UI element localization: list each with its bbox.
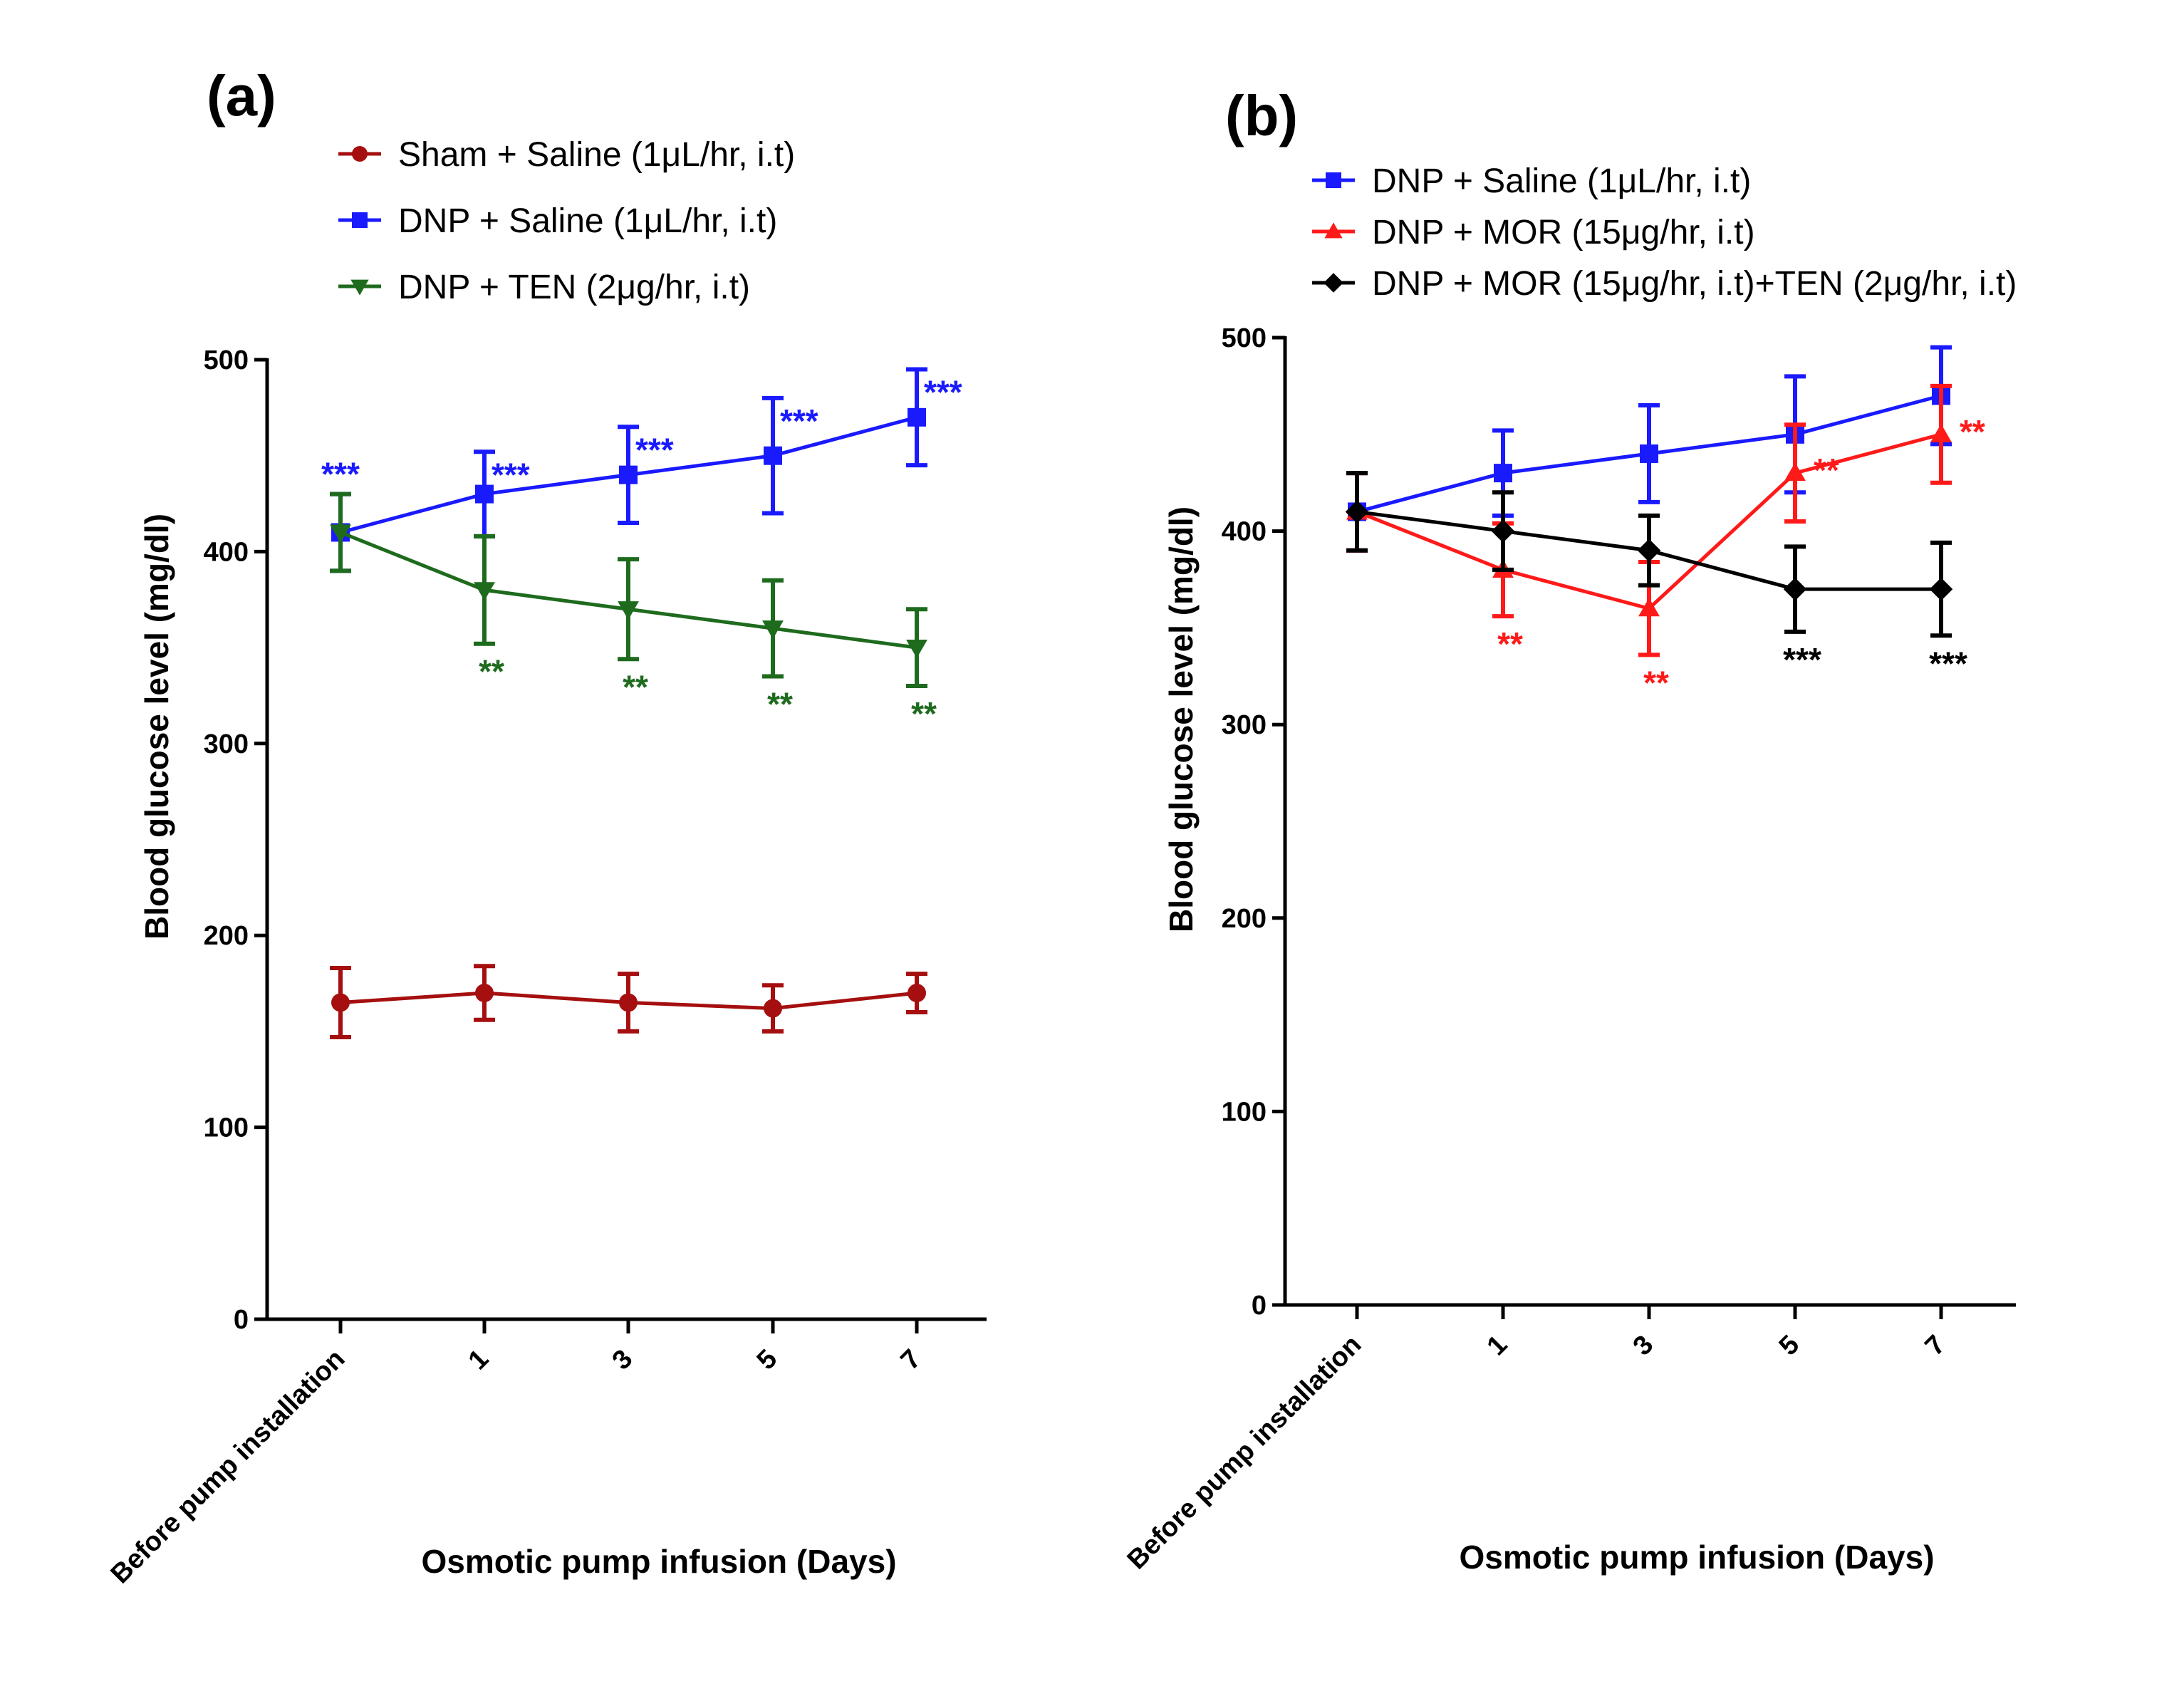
x-tick-label: 1 [463,1344,495,1376]
data-point [1929,577,1953,601]
y-tick-label: 200 [1222,904,1267,934]
data-point [1930,423,1952,442]
x-tick-label: 5 [752,1344,784,1376]
y-tick-label: 400 [1222,517,1267,547]
legend-item-dnp-saline-1-l-hr-i-t: DNP + Saline (1μL/hr, i.t) [1312,162,1751,200]
panel-b-legend: DNP + Saline (1μL/hr, i.t) DNP + MOR (15μ… [1312,162,2017,303]
significance-label: *** [635,431,674,468]
legend-marker [1324,273,1343,293]
x-tick-label: 3 [607,1344,639,1376]
significance-label: *** [1783,641,1821,678]
legend-marker [1326,172,1341,188]
legend-label: Sham + Saline (1μL/hr, i.t) [398,136,795,174]
y-tick-label: 100 [204,1113,249,1143]
x-tick-label: Before pump installation [105,1344,351,1590]
data-point [1494,464,1512,483]
legend-marker [352,146,368,162]
panel-b-plot: 0 100 200 300 400 500 Before pump installation… [1122,323,2016,1575]
x-tick-label: 5 [1774,1330,1806,1362]
y-tick-label: 500 [204,345,249,375]
significance-label: ** [479,653,504,690]
series-sham-saline-1-l-hr-i-t [330,964,927,1039]
data-point [619,993,638,1012]
panel-b: (b) DNP + Saline (1μL/hr, i.t) DNP + MOR … [1122,84,2017,1576]
data-point [764,446,782,465]
x-tick-label: 3 [1628,1330,1660,1362]
significance-label: *** [492,456,530,493]
data-point [1784,462,1806,482]
data-point [1637,539,1661,563]
significance-label: ** [1960,413,1985,450]
panel-b-label: (b) [1225,84,1298,147]
legend-label: DNP + MOR (15μg/hr, i.t)+TEN (2μg/hr, i.… [1372,265,2017,303]
significance-label: *** [1929,645,1967,682]
significance-label: *** [780,402,818,439]
y-tick-label: 300 [204,729,249,759]
x-tick-label: Before pump installation [1122,1330,1368,1576]
data-point [1783,577,1807,601]
data-point [906,640,927,659]
legend-label: DNP + Saline (1μL/hr, i.t) [398,202,777,240]
legend-item-dnp-saline-1-l-hr-i-t: DNP + Saline (1μL/hr, i.t) [338,202,777,240]
data-point [1638,598,1660,617]
legend-item-dnp-ten-2-g-hr-i-t: DNP + TEN (2μg/hr, i.t) [338,269,750,306]
data-point [1640,444,1658,463]
y-tick-label: 400 [204,537,249,567]
significance-label: ** [623,668,648,705]
x-tick-label: 7 [1920,1330,1952,1362]
legend-marker [350,279,369,296]
significance-label: ** [1497,625,1523,662]
panel-b-x-axis-title: Osmotic pump infusion (Days) [1459,1539,1934,1576]
panel-b-y-axis-title: Blood glucose level (mg/dl) [1163,506,1200,932]
legend-item-sham-saline-1-l-hr-i-t: Sham + Saline (1μL/hr, i.t) [338,136,795,174]
x-tick-label: 7 [895,1344,927,1376]
data-point [1491,519,1515,543]
legend-label: DNP + TEN (2μg/hr, i.t) [398,269,750,306]
data-point [764,999,782,1018]
y-tick-label: 200 [204,921,249,951]
y-tick-label: 0 [1252,1291,1267,1321]
y-tick-label: 100 [1222,1097,1267,1127]
legend-label: DNP + Saline (1μL/hr, i.t) [1372,162,1751,200]
panel-a-label: (a) [207,64,276,128]
legend-item-dnp-mor-15-g-hr-i-t-ten-2-g-hr-i-t: DNP + MOR (15μg/hr, i.t)+TEN (2μg/hr, i.… [1312,265,2017,303]
panel-a-x-axis-title: Osmotic pump infusion (Days) [421,1543,896,1580]
data-point [474,582,495,601]
x-tick-label: 1 [1482,1330,1514,1362]
legend-marker [1324,222,1343,239]
data-point [475,484,494,504]
legend-item-dnp-mor-15-g-hr-i-t: DNP + MOR (15μg/hr, i.t) [1312,214,1755,251]
significance-label: ** [1814,452,1839,489]
data-point [762,620,784,640]
data-point [619,465,638,484]
significance-label: ** [1643,664,1669,701]
significance-label: *** [924,373,962,410]
series-dnp-saline-1-l-hr-i-t: *** *** *** *** *** [321,367,962,573]
panel-a-y-axis-title: Blood glucose level (mg/dl) [138,514,175,940]
y-tick-label: 0 [234,1305,249,1335]
data-point [1345,500,1369,524]
y-tick-label: 500 [1222,323,1267,353]
series-dnp-mor-15-g-hr-i-t-ten-2-g-hr-i-t: *** *** [1345,471,1967,682]
legend-label: DNP + MOR (15μg/hr, i.t) [1372,214,1755,251]
significance-label: *** [321,456,360,493]
panel-a: (a) Sham + Saline (1μL/hr, i.t) DNP + Sal… [105,64,987,1589]
data-point [618,601,639,620]
panel-a-plot: 0 100 200 300 400 500 Before pump installation… [105,345,987,1589]
significance-label: ** [767,686,793,723]
panel-a-legend: Sham + Saline (1μL/hr, i.t) DNP + Saline … [338,136,795,306]
data-point [331,993,350,1012]
legend-marker [352,212,368,228]
series-dnp-ten-2-g-hr-i-t: ** ** ** ** [330,491,937,732]
y-tick-label: 300 [1222,710,1267,740]
significance-label: ** [911,695,937,732]
series-dnp-mor-15-g-hr-i-t: ******** [1346,383,1985,701]
data-point [908,407,926,427]
data-point [330,524,351,543]
data-point [908,984,926,1003]
data-point [475,984,494,1003]
